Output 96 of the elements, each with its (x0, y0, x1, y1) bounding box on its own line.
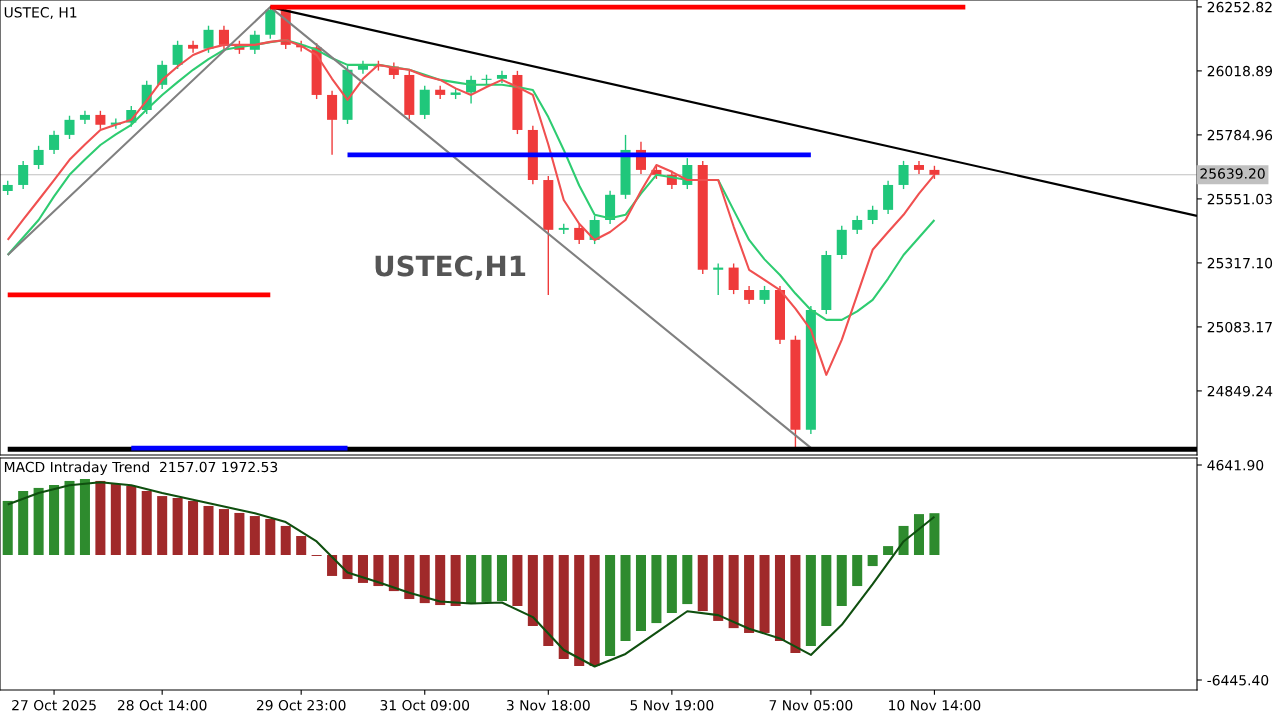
x-tick-label: 5 Nov 19:00 (630, 699, 714, 711)
y-tick-label: 25317.10 (1207, 257, 1273, 269)
bar (929, 513, 940, 556)
x-tick-label: 28 Oct 14:00 (117, 699, 207, 711)
bar (110, 484, 121, 556)
candlestick (218, 25, 229, 50)
bar (188, 500, 199, 556)
bar (218, 509, 229, 556)
bar (49, 485, 60, 556)
bar (481, 555, 492, 602)
bar (357, 555, 368, 583)
x-tick-label: 10 Nov 14:00 (889, 699, 981, 711)
candlestick (188, 40, 199, 54)
annotation: USTEC,H1 (375, 255, 526, 281)
y-tick-label: 24849.24 (1207, 385, 1273, 397)
x-tick-label: 31 Oct 09:00 (380, 699, 470, 711)
candlestick (898, 160, 909, 190)
candlestick (759, 285, 770, 305)
bar (79, 479, 90, 556)
candlestick (172, 40, 183, 70)
bar (867, 555, 878, 567)
candlestick (203, 25, 214, 54)
bar (203, 505, 214, 556)
bar (126, 485, 137, 556)
bar (821, 555, 832, 626)
bar (404, 555, 415, 600)
candlestick (713, 262, 724, 296)
candlestick (64, 115, 75, 140)
bar (913, 514, 925, 556)
bar (543, 555, 554, 646)
bar (265, 518, 276, 556)
bar (527, 555, 538, 626)
candlestick (95, 110, 106, 130)
x-tick-label: 7 Nov 05:00 (769, 699, 853, 711)
bar (651, 555, 662, 624)
bar (713, 555, 724, 621)
bar (512, 555, 523, 607)
candlestick (852, 215, 863, 235)
line-series (6, 481, 936, 668)
bar (605, 555, 616, 657)
bar (2, 500, 13, 556)
bar (744, 555, 755, 633)
candlestick (728, 262, 739, 295)
bar (883, 546, 894, 556)
bar (759, 555, 770, 633)
x-tick-label: 27 Oct 2025 (12, 699, 96, 711)
bar (388, 555, 399, 592)
y-tick-label: 26018.89 (1207, 65, 1273, 77)
y-tick-label: 25551.03 (1207, 193, 1272, 205)
candlestick (18, 160, 29, 190)
candlestick (33, 145, 44, 170)
bar (33, 487, 44, 556)
y-tick-label: 25784.96 (1207, 129, 1273, 141)
bar (435, 555, 446, 606)
candlestick (744, 285, 755, 305)
bar (373, 555, 384, 587)
y-tick-label: -6445.40 (1207, 674, 1269, 686)
bar (18, 491, 29, 556)
bar (790, 555, 801, 653)
bar (682, 555, 693, 605)
bar (296, 536, 307, 556)
bar (774, 555, 785, 642)
y-tick-label: 26252.82 (1207, 1, 1272, 13)
bar (558, 555, 569, 659)
bar (234, 512, 245, 556)
bar (280, 525, 291, 556)
chart-title: USTEC, H1 (4, 7, 77, 19)
bar (666, 555, 677, 613)
ref-line-label: 25639.20 (1200, 168, 1265, 179)
candlestick (867, 205, 878, 225)
bar (589, 555, 600, 666)
chart-title: MACD Intraday Trend 2157.07 1972.53 (4, 461, 278, 475)
bar (635, 555, 646, 632)
bar (141, 491, 152, 556)
bar (620, 555, 631, 642)
bar (852, 555, 863, 587)
bar (64, 480, 75, 556)
x-tick-label: 3 Nov 18:00 (506, 699, 590, 711)
bar (805, 555, 816, 646)
bar (419, 555, 430, 604)
bar (574, 555, 585, 666)
bar (95, 480, 106, 556)
y-tick-label: 4641.90 (1207, 459, 1264, 471)
bar (697, 555, 708, 612)
bar (450, 555, 461, 607)
candlestick (574, 223, 585, 245)
bar (172, 498, 183, 556)
bar (496, 555, 507, 601)
bar (249, 516, 260, 556)
bar (728, 555, 739, 629)
candlestick (49, 130, 60, 155)
y-tick-label: 25083.17 (1207, 321, 1272, 333)
bar (157, 496, 168, 556)
bar (466, 555, 477, 605)
x-tick-label: 29 Oct 23:00 (256, 699, 346, 711)
bar (836, 555, 847, 607)
